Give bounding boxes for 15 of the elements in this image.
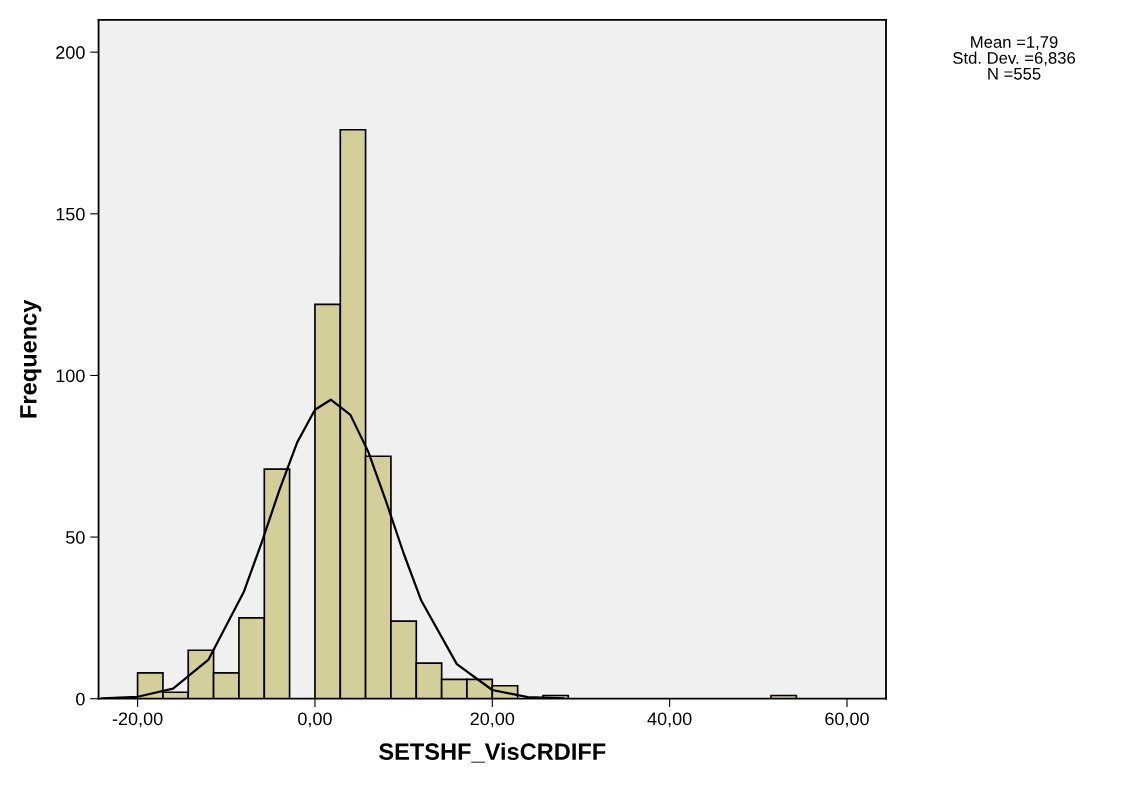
x-tick-label: 20,00 [470,712,515,728]
x-tick-label: -20,00 [112,712,163,728]
y-tick-label: 200 [56,46,85,59]
text: Std. Dev. =6,836 [953,51,1075,66]
y-tick-label: 100 [56,369,85,383]
x-tick-label: 60,00 [825,712,869,728]
text: N =555 [988,68,1041,80]
text: Mean =1,79 [971,36,1058,50]
x-tick-label: 0,00 [298,712,332,728]
y-tick-label: 0 [76,692,85,706]
y-tick-label: 150 [56,207,85,221]
y-tick-label: 50 [66,531,85,544]
y-axis-title: Frequency [20,299,42,418]
x-tick-label: 40,00 [647,712,692,728]
x-axis-title: SETSHF_VisCRDIFF [379,742,606,763]
